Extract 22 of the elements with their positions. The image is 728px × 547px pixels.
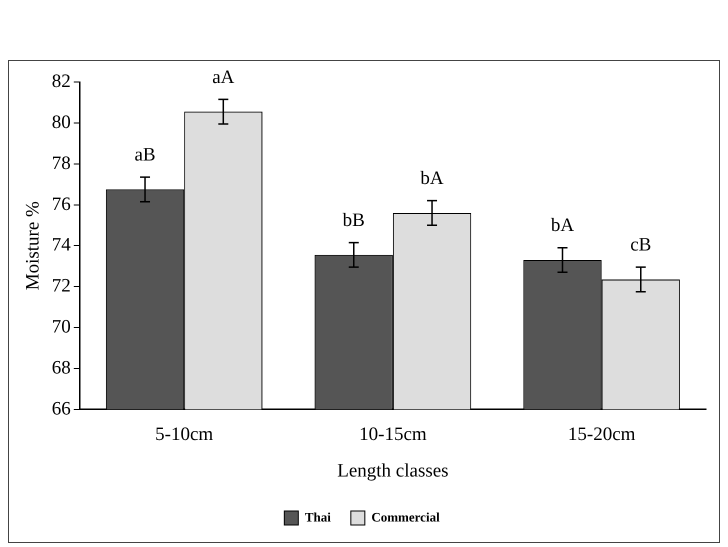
y-axis-title: Moisture % [22, 200, 44, 290]
y-tick-label: 78 [52, 152, 71, 174]
y-tick-label: 68 [52, 357, 71, 378]
y-tick-label: 66 [52, 398, 71, 420]
y-tick-label: 76 [52, 194, 71, 215]
y-tick-label: 74 [52, 234, 72, 256]
legend-label: Commercial [371, 509, 440, 524]
y-tick-label: 82 [52, 70, 71, 92]
x-tick-label: 5-10cm [155, 424, 214, 445]
y-tick-label: 72 [52, 276, 71, 297]
x-axis-title: Length classes [337, 460, 449, 482]
y-tick-label: 80 [52, 112, 71, 133]
x-tick-label: 10-15cm [359, 424, 427, 445]
data-label: cB [630, 234, 652, 256]
y-tick-label: 70 [52, 316, 71, 338]
x-tick-label: 15-20cm [568, 424, 636, 445]
data-label: bA [420, 168, 444, 190]
data-label: aA [212, 66, 235, 88]
data-label: bA [550, 215, 574, 236]
legend-label: Thai [304, 509, 332, 524]
data-label: bB [342, 210, 365, 232]
data-label: aB [134, 144, 156, 166]
